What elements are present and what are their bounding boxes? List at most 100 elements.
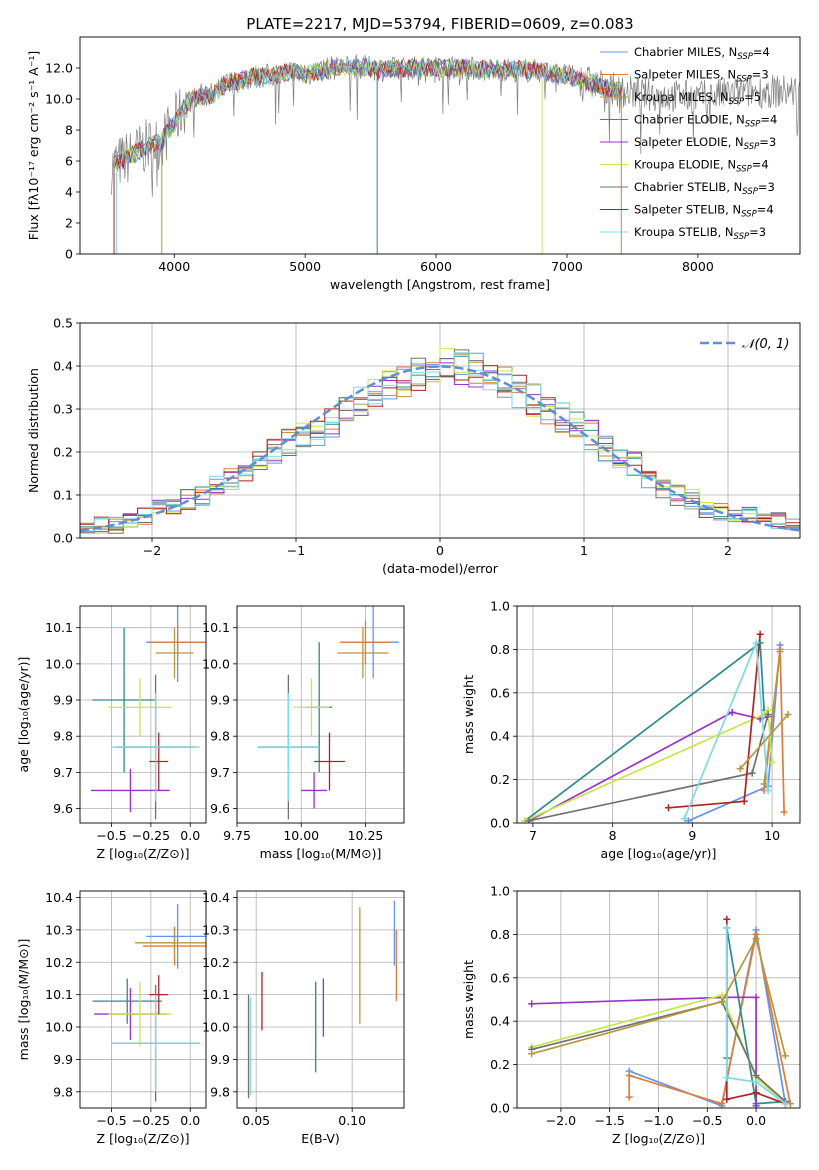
y-tick-label: 0.0	[53, 531, 73, 546]
x-tick-label: 9.75	[223, 828, 251, 843]
y-axis-label: mass [log₁₀(M/M⊙)]	[16, 939, 31, 1061]
weight-marker	[625, 1071, 633, 1079]
x-tick-label: 0.05	[242, 1113, 270, 1128]
spectrum-traces	[111, 54, 800, 254]
y-tick-label: 10.1	[45, 620, 73, 635]
weight-marker	[784, 711, 792, 718]
legend-label-subscript: SSP	[736, 75, 752, 85]
age-vs-metallicity-panel: −0.5 −0.25 0.0 9.6 9.7 9.8 9.9 10.0 10.1 Z [log₁₀…	[16, 605, 207, 861]
legend-label-count: =4	[757, 203, 774, 217]
legend-label: Chabrier ELODIE, NSSP=4	[634, 113, 777, 130]
weight-marker	[664, 804, 672, 812]
weight-vs-metallicity-panel: −2.0 −1.5 −1.0 −0.5 0.0 0.0 0.2 0.4 0.6 0.8 1.0 Z […	[461, 884, 801, 1146]
gaussian-curve	[80, 365, 800, 532]
x-tick-label: 5000	[289, 259, 321, 274]
weight-lines-group	[528, 915, 794, 1108]
weight-marker	[752, 1102, 760, 1108]
x-tick-label: −1.0	[643, 1113, 673, 1128]
figure-title: PLATE=2217, MJD=53794, FIBERID=0609, z=0…	[246, 15, 633, 33]
y-tick-label: 9.8	[210, 1084, 230, 1099]
weight-line	[531, 936, 787, 1057]
y-tick-label: 9.8	[210, 729, 230, 744]
weight-marker	[723, 1074, 731, 1082]
axes-frame	[516, 605, 801, 824]
y-tick-label: 2	[65, 216, 73, 231]
axes-frame	[236, 890, 405, 1109]
weight-marker	[684, 817, 692, 823]
y-tick-label: 9.6	[53, 801, 73, 816]
residuals-panel: −2 −1 0 1 2 0.0 0.1 0.2 0.3 0.4 0.5 (data-model)/er…	[26, 316, 801, 576]
x-tick-label: −1	[287, 543, 305, 558]
y-axis-label: mass weight	[461, 675, 476, 754]
weight-marker	[764, 786, 772, 794]
y-tick-label: 9.8	[53, 1084, 73, 1099]
legend-label: Salpeter STELIB, NSSP=4	[634, 203, 774, 220]
x-tick-label: 9	[688, 828, 696, 843]
y-axis-label: age [log₁₀(age/yr)]	[16, 657, 31, 773]
errorbar-group	[91, 606, 206, 820]
y-tick-label: 10.1	[202, 620, 230, 635]
histogram-group	[80, 347, 800, 538]
weight-line	[763, 651, 781, 785]
legend-label-subscript: SSP	[745, 120, 761, 130]
legend-label-subscript: SSP	[729, 97, 745, 107]
weight-marker	[752, 935, 760, 943]
weight-marker	[723, 1095, 731, 1103]
weight-marker	[768, 758, 776, 766]
weight-marker	[525, 817, 533, 823]
x-axis-label: age [log₁₀(age/yr)]	[601, 846, 717, 861]
errorbar-group	[92, 903, 206, 1102]
legend-label-subscript: SSP	[736, 165, 752, 175]
legend-label-count: =3	[749, 225, 766, 239]
y-tick-label: 9.6	[210, 801, 230, 816]
legend-label-subscript: SSP	[737, 52, 753, 62]
legend-label: Salpeter MILES, NSSP=3	[634, 68, 769, 85]
legend-label: Chabrier MILES, NSSP=4	[634, 45, 770, 62]
y-tick-label: 6	[65, 154, 73, 169]
y-tick-label: 9.9	[210, 1052, 230, 1067]
legend-label: Kroupa ELODIE, NSSP=4	[634, 158, 769, 175]
x-tick-label: 7000	[551, 259, 583, 274]
x-tick-label: 10	[764, 828, 780, 843]
model-fit-line	[113, 58, 623, 171]
weight-line	[725, 927, 786, 1105]
legend-label-count: =4	[760, 113, 777, 127]
x-tick-label: −0.25	[132, 828, 170, 843]
y-tick-label: 0.6	[490, 970, 510, 985]
weight-marker	[752, 993, 760, 1001]
x-tick-label: 4000	[158, 259, 190, 274]
weight-line	[531, 1000, 786, 1103]
weight-marker	[718, 998, 726, 1006]
y-tick-label: 4	[65, 185, 73, 200]
x-tick-label: −0.5	[96, 828, 126, 843]
x-tick-label: −2	[143, 543, 161, 558]
weight-marker	[728, 708, 736, 716]
y-tick-label: 0.5	[53, 316, 73, 331]
weight-line	[531, 994, 786, 1105]
weight-line	[528, 714, 769, 822]
weight-marker	[752, 1078, 760, 1086]
y-tick-label: 9.7	[53, 765, 73, 780]
y-tick-label: 0.8	[490, 642, 510, 657]
legend-label: 𝒩(0, 1)	[742, 337, 789, 352]
legend-label-count: =5	[744, 90, 761, 104]
weight-marker	[718, 991, 726, 999]
weight-marker	[764, 711, 772, 718]
weight-line	[524, 641, 765, 822]
x-axis-label: wavelength [Angstrom, rest frame]	[330, 277, 550, 292]
y-tick-label: 0.0	[490, 816, 510, 831]
weight-marker	[740, 797, 748, 805]
legend-label-subscript: SSP	[742, 187, 758, 197]
y-axis-label: mass weight	[461, 960, 476, 1039]
errorbar-group	[247, 900, 397, 1099]
y-tick-label: 0	[65, 247, 73, 262]
x-tick-label: −0.5	[96, 1113, 126, 1128]
y-tick-label: 0.2	[490, 1057, 510, 1072]
legend-label-subscript: SSP	[734, 232, 750, 242]
y-tick-label: 10.1	[45, 987, 73, 1002]
y-tick-label: 0.1	[53, 488, 73, 503]
legend-label-count: =4	[752, 158, 769, 172]
weight-marker	[752, 639, 760, 647]
spectrum-legend: Chabrier MILES, NSSP=4 Salpeter MILES, NS…	[600, 45, 777, 242]
